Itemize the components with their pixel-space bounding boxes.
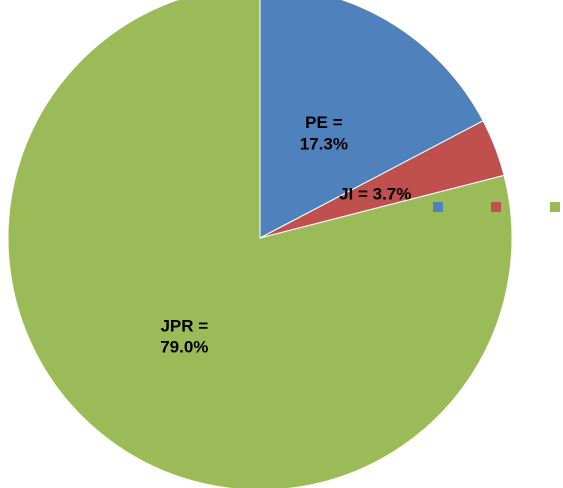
pie-slice xyxy=(7,0,513,488)
pie-slice xyxy=(259,0,484,239)
legend-swatch xyxy=(433,202,443,212)
legend-swatch xyxy=(550,202,560,212)
data-label: PE = 17.3% xyxy=(300,113,348,153)
legend-swatch xyxy=(491,202,501,212)
data-label: JPR = 79.0% xyxy=(160,316,208,356)
data-label: JI = 3.7% xyxy=(339,185,411,204)
